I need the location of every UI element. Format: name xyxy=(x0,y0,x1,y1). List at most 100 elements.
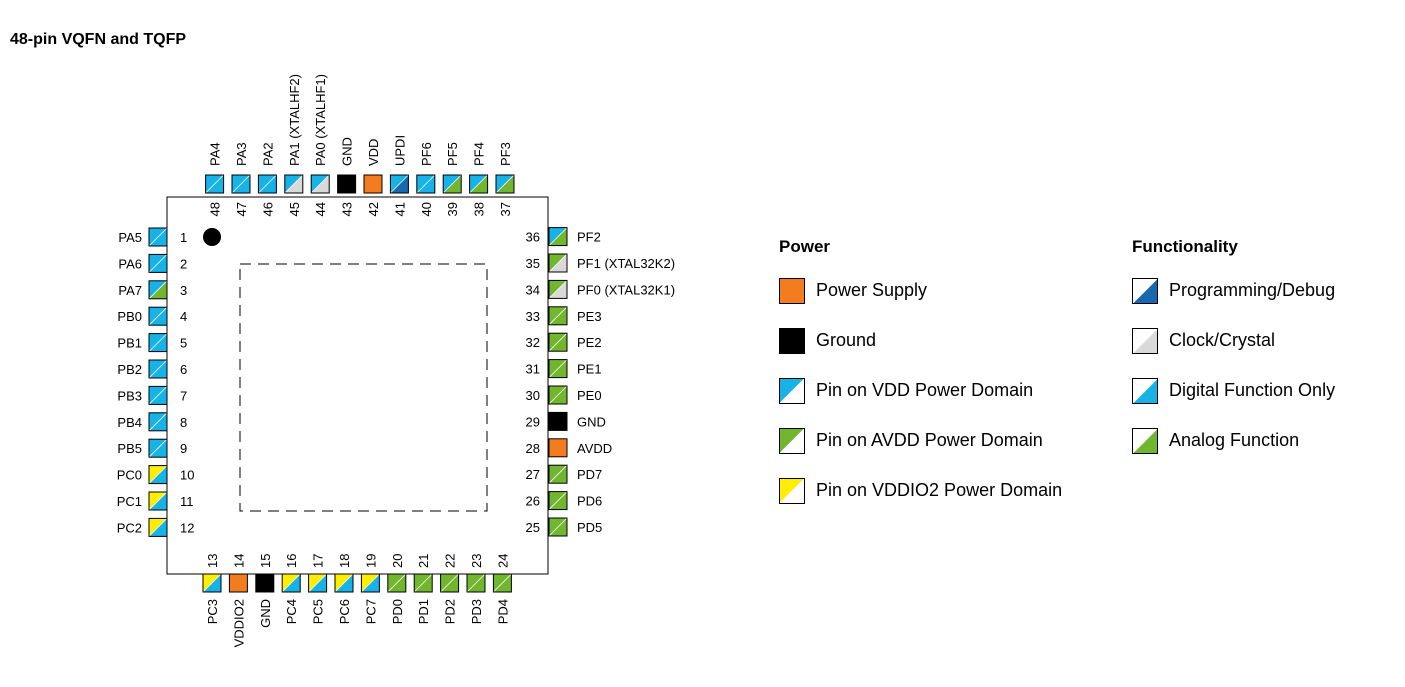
pin-32-swatch xyxy=(548,332,568,352)
pin-25-number: 25 xyxy=(526,520,540,535)
pin-38-name: PF4 xyxy=(472,142,487,166)
pin-35-name: PF1 (XTAL32K2) xyxy=(577,256,675,271)
pin-8-swatch xyxy=(148,412,168,432)
legend-label: Clock/Crystal xyxy=(1169,330,1276,350)
pin-40-swatch xyxy=(416,174,436,194)
legend-label: Pin on VDDIO2 Power Domain xyxy=(816,480,1063,500)
pin-43-number: 43 xyxy=(340,202,355,216)
pin-4-number: 4 xyxy=(180,309,187,324)
pin-5-swatch xyxy=(148,333,168,353)
pin-9-name: PB5 xyxy=(117,441,142,456)
pin-35-swatch xyxy=(548,253,568,273)
legend-label: Pin on VDD Power Domain xyxy=(816,380,1034,400)
pin-36-number: 36 xyxy=(526,230,540,245)
pin-8-number: 8 xyxy=(180,415,187,430)
pin-48-swatch xyxy=(205,174,225,194)
legend-label: Ground xyxy=(816,330,877,350)
pin-32-number: 32 xyxy=(526,335,540,350)
pin-46-number: 46 xyxy=(260,202,275,216)
pin-8-name: PB4 xyxy=(117,415,142,430)
pin-26-number: 26 xyxy=(526,494,540,509)
pin-42-swatch xyxy=(363,174,383,194)
pin-46-swatch xyxy=(257,174,277,194)
exposed-pad-outline xyxy=(239,263,488,512)
pin-15-name: GND xyxy=(258,599,273,628)
pin-15-number: 15 xyxy=(258,554,273,568)
pin-11-number: 11 xyxy=(180,494,194,509)
pin-30-swatch xyxy=(548,385,568,405)
pin-37-name: PF3 xyxy=(498,142,513,166)
pin-40-name: PF6 xyxy=(419,142,434,166)
pin-27-name: PD7 xyxy=(577,467,602,482)
pin-29-swatch xyxy=(548,411,568,431)
pin-5-name: PB1 xyxy=(117,336,142,351)
pin-10-name: PC0 xyxy=(117,468,142,483)
pin-12-swatch xyxy=(148,517,168,537)
pin-11-name: PC1 xyxy=(117,494,142,509)
pin-36-swatch xyxy=(548,227,568,247)
pin-31-swatch xyxy=(548,359,568,379)
pin-on-vddio2-power-domain-swatch-fill xyxy=(779,478,805,504)
pin-23-swatch xyxy=(466,573,486,593)
pin-19-number: 19 xyxy=(363,554,378,568)
pin-33-swatch xyxy=(548,306,568,326)
pin-on-vdd-power-domain-swatch xyxy=(779,378,805,404)
pin-on-avdd-power-domain-swatch xyxy=(779,428,805,454)
pin-13-swatch xyxy=(202,573,222,593)
pin-14-name: VDDIO2 xyxy=(231,599,246,647)
pin-22-swatch xyxy=(440,573,460,593)
pin-24-number: 24 xyxy=(495,554,510,568)
pin-42-number: 42 xyxy=(366,202,381,216)
pin-6-number: 6 xyxy=(180,362,187,377)
pin-44-swatch xyxy=(310,174,330,194)
programming-debug-swatch xyxy=(1132,278,1158,304)
legend-functionality-heading: Functionality xyxy=(1132,237,1238,256)
pin-45-name: PA1 (XTALHF2) xyxy=(287,74,302,166)
pin-34-name: PF0 (XTAL32K1) xyxy=(577,282,675,297)
digital-function-only-swatch xyxy=(1132,378,1158,404)
pin-9-swatch xyxy=(148,438,168,458)
pin-10-number: 10 xyxy=(180,468,194,483)
pin-36-name: PF2 xyxy=(577,230,601,245)
pin-45-number: 45 xyxy=(287,202,302,216)
pin-12-name: PC2 xyxy=(117,520,142,535)
pin-22-name: PD2 xyxy=(443,599,458,624)
legend-label: Analog Function xyxy=(1169,430,1300,450)
pin-26-swatch xyxy=(548,491,568,511)
pin-28-number: 28 xyxy=(526,441,540,456)
pin-38-swatch xyxy=(469,174,489,194)
pin-23-number: 23 xyxy=(469,554,484,568)
pin-3-number: 3 xyxy=(180,283,187,298)
pin-44-name: PA0 (XTALHF1) xyxy=(313,74,328,166)
pin-44-number: 44 xyxy=(313,202,328,216)
pin-42-name: VDD xyxy=(366,139,381,166)
pin-19-swatch xyxy=(360,573,380,593)
pin-15-swatch xyxy=(255,573,275,593)
pin-33-name: PE3 xyxy=(577,309,602,324)
pin-48-name: PA4 xyxy=(208,142,223,166)
pin-25-swatch xyxy=(548,517,568,537)
pin-14-swatch xyxy=(228,573,248,593)
pin-26-name: PD6 xyxy=(577,494,602,509)
pin-4-swatch xyxy=(148,306,168,326)
legend-label: Power Supply xyxy=(816,280,928,300)
pin-41-swatch xyxy=(389,174,409,194)
pin-19-name: PC7 xyxy=(363,599,378,624)
pin-27-number: 27 xyxy=(526,467,540,482)
pin-16-number: 16 xyxy=(284,554,299,568)
digital-function-only-swatch-fill xyxy=(1132,378,1158,404)
pin-2-number: 2 xyxy=(180,256,187,271)
pin-20-name: PD0 xyxy=(390,599,405,624)
pin-39-number: 39 xyxy=(445,202,460,216)
pin-1-name: PA5 xyxy=(118,230,142,245)
pin-34-number: 34 xyxy=(526,282,540,297)
pin-34-swatch xyxy=(548,279,568,299)
pin-43-swatch xyxy=(337,174,357,194)
legend-label: Programming/Debug xyxy=(1169,280,1336,300)
pin-20-number: 20 xyxy=(390,554,405,568)
pin-39-swatch xyxy=(442,174,462,194)
pin-27-swatch xyxy=(548,464,568,484)
power-supply-swatch-fill xyxy=(779,278,805,304)
pin-37-number: 37 xyxy=(498,202,513,216)
